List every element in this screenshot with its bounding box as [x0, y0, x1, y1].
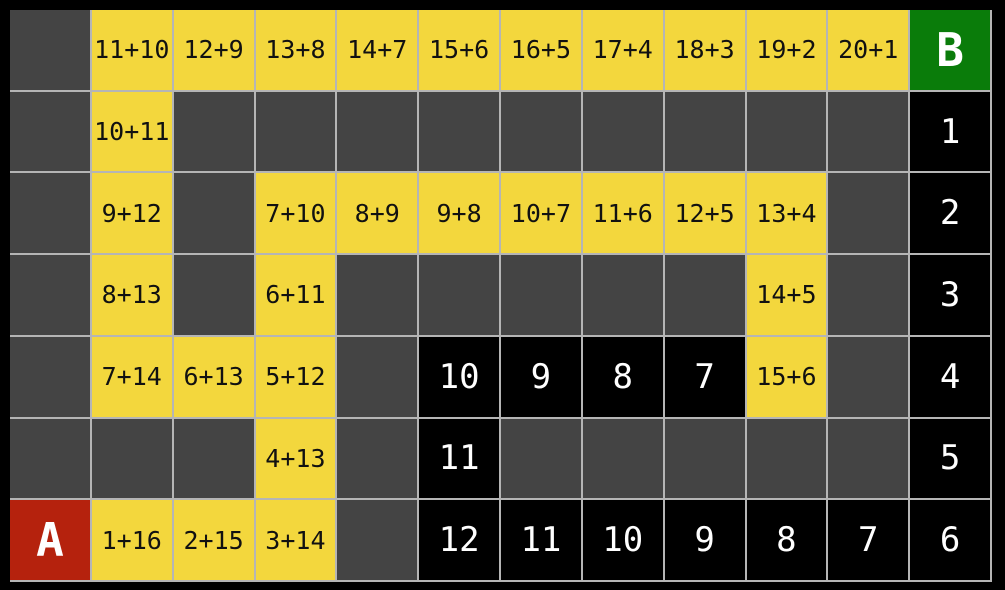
expression-cell-r2-c3[interactable]: 7+10 — [255, 173, 336, 254]
wall-cell-r5-c10 — [828, 418, 909, 499]
wall-cell-r2-c10 — [828, 173, 909, 254]
expression-cell-r4-c2[interactable]: 6+13 — [173, 336, 254, 417]
expression-cell-r6-c3[interactable]: 3+14 — [255, 500, 336, 580]
wall-cell-r1-c8 — [664, 91, 745, 172]
expression-cell-r0-c5[interactable]: 15+6 — [419, 10, 499, 90]
wall-cell-r5-c9 — [746, 418, 827, 499]
wall-cell-r4-c0 — [10, 336, 90, 417]
wall-cell-r5-c2 — [173, 418, 254, 499]
number-cell-r1-c11[interactable]: 1 — [910, 91, 990, 172]
wall-cell-r5-c0 — [10, 418, 90, 499]
expression-cell-r3-c3[interactable]: 6+11 — [255, 255, 336, 335]
wall-cell-r3-c4 — [337, 255, 418, 335]
start-cell-r6-c0[interactable]: A — [10, 500, 90, 580]
number-cell-r6-c10[interactable]: 7 — [828, 500, 909, 580]
wall-cell-r6-c4 — [337, 500, 418, 580]
wall-cell-r1-c3 — [255, 91, 336, 172]
expression-cell-r0-c4[interactable]: 14+7 — [337, 10, 418, 90]
number-cell-r6-c6[interactable]: 11 — [501, 500, 581, 580]
expression-cell-r5-c3[interactable]: 4+13 — [255, 418, 336, 499]
wall-cell-r3-c8 — [664, 255, 745, 335]
number-cell-r4-c8[interactable]: 7 — [664, 336, 745, 417]
number-cell-r5-c5[interactable]: 11 — [419, 418, 499, 499]
wall-cell-r5-c4 — [337, 418, 418, 499]
expression-cell-r4-c3[interactable]: 5+12 — [255, 336, 336, 417]
wall-cell-r3-c7 — [582, 255, 663, 335]
expression-cell-r4-c1[interactable]: 7+14 — [91, 336, 172, 417]
wall-cell-r5-c1 — [91, 418, 172, 499]
expression-cell-r0-c10[interactable]: 20+1 — [828, 10, 909, 90]
expression-cell-r6-c1[interactable]: 1+16 — [91, 500, 172, 580]
wall-cell-r1-c2 — [173, 91, 254, 172]
number-cell-r4-c6[interactable]: 9 — [501, 336, 581, 417]
wall-cell-r2-c0 — [10, 173, 90, 254]
wall-cell-r2-c2 — [173, 173, 254, 254]
wall-cell-r0-c0 — [10, 10, 90, 90]
wall-cell-r3-c6 — [501, 255, 581, 335]
expression-cell-r0-c2[interactable]: 12+9 — [173, 10, 254, 90]
wall-cell-r1-c0 — [10, 91, 90, 172]
expression-cell-r2-c4[interactable]: 8+9 — [337, 173, 418, 254]
expression-cell-r0-c8[interactable]: 18+3 — [664, 10, 745, 90]
expression-cell-r6-c2[interactable]: 2+15 — [173, 500, 254, 580]
end-cell-r0-c11[interactable]: B — [910, 10, 990, 90]
expression-cell-r2-c5[interactable]: 9+8 — [419, 173, 499, 254]
wall-cell-r1-c10 — [828, 91, 909, 172]
number-cell-r3-c11[interactable]: 3 — [910, 255, 990, 335]
number-cell-r5-c11[interactable]: 5 — [910, 418, 990, 499]
wall-cell-r3-c5 — [419, 255, 499, 335]
wall-cell-r1-c7 — [582, 91, 663, 172]
expression-cell-r2-c6[interactable]: 10+7 — [501, 173, 581, 254]
wall-cell-r3-c10 — [828, 255, 909, 335]
wall-cell-r3-c0 — [10, 255, 90, 335]
number-cell-r4-c7[interactable]: 8 — [582, 336, 663, 417]
number-cell-r6-c9[interactable]: 8 — [746, 500, 827, 580]
expression-cell-r0-c1[interactable]: 11+10 — [91, 10, 172, 90]
expression-cell-r2-c9[interactable]: 13+4 — [746, 173, 827, 254]
expression-cell-r2-c7[interactable]: 11+6 — [582, 173, 663, 254]
wall-cell-r5-c8 — [664, 418, 745, 499]
expression-cell-r0-c6[interactable]: 16+5 — [501, 10, 581, 90]
number-cell-r6-c5[interactable]: 12 — [419, 500, 499, 580]
wall-cell-r1-c4 — [337, 91, 418, 172]
expression-cell-r0-c3[interactable]: 13+8 — [255, 10, 336, 90]
number-cell-r6-c8[interactable]: 9 — [664, 500, 745, 580]
wall-cell-r1-c9 — [746, 91, 827, 172]
wall-cell-r5-c7 — [582, 418, 663, 499]
expression-cell-r3-c1[interactable]: 8+13 — [91, 255, 172, 335]
expression-cell-r3-c9[interactable]: 14+5 — [746, 255, 827, 335]
expression-cell-r2-c8[interactable]: 12+5 — [664, 173, 745, 254]
number-cell-r6-c11[interactable]: 6 — [910, 500, 990, 580]
number-cell-r6-c7[interactable]: 10 — [582, 500, 663, 580]
expression-cell-r1-c1[interactable]: 10+11 — [91, 91, 172, 172]
wall-cell-r3-c2 — [173, 255, 254, 335]
number-cell-r2-c11[interactable]: 2 — [910, 173, 990, 254]
wall-cell-r4-c4 — [337, 336, 418, 417]
maze-board: 11+10 12+9 13+8 14+7 15+6 16+5 17+4 18+3 19+2 20+… — [10, 10, 992, 582]
expression-cell-r2-c1[interactable]: 9+12 — [91, 173, 172, 254]
wall-cell-r1-c5 — [419, 91, 499, 172]
expression-cell-r4-c9[interactable]: 15+6 — [746, 336, 827, 417]
wall-cell-r5-c6 — [501, 418, 581, 499]
number-cell-r4-c11[interactable]: 4 — [910, 336, 990, 417]
expression-cell-r0-c9[interactable]: 19+2 — [746, 10, 827, 90]
expression-cell-r0-c7[interactable]: 17+4 — [582, 10, 663, 90]
wall-cell-r1-c6 — [501, 91, 581, 172]
number-cell-r4-c5[interactable]: 10 — [419, 336, 499, 417]
wall-cell-r4-c10 — [828, 336, 909, 417]
